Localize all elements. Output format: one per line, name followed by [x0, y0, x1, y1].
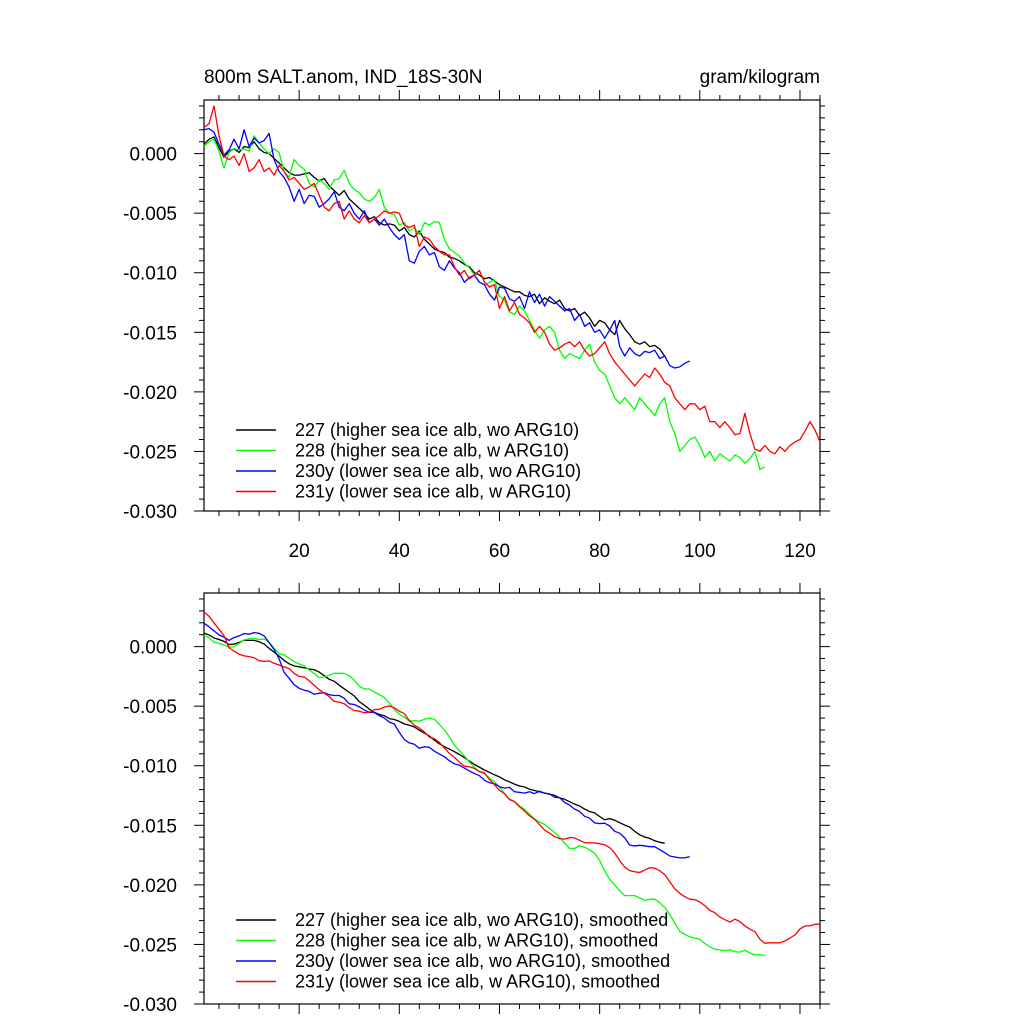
chart-units: gram/kilogram [700, 67, 820, 88]
y-axis-tick-labels: 0.000 -0.005 -0.010 -0.015 -0.020 -0.025 -0.03… [123, 145, 177, 523]
plot-frame [203, 99, 821, 512]
y-tick-label: -0.010 [123, 264, 177, 285]
chart-title: 800m SALT.anom, IND_18S-30N [204, 67, 482, 88]
series-line [203, 634, 766, 957]
y-tick-label: -0.030 [123, 502, 177, 523]
y-tick-label: -0.020 [123, 383, 177, 404]
x-tick-label: 120 [784, 541, 816, 562]
plot-frame [203, 592, 821, 1005]
series-line [203, 622, 690, 859]
raw-series-panel: 800m SALT.anom, IND_18S-30N gram/kilogra… [123, 67, 830, 562]
y-tick-label: -0.030 [123, 995, 177, 1016]
y-tick-label: -0.010 [123, 757, 177, 778]
y-tick-label: -0.020 [123, 876, 177, 897]
y-tick-label: -0.005 [123, 204, 177, 225]
axis-ticks [194, 90, 830, 521]
x-axis-tick-labels: 20 40 60 80 100 120 [289, 541, 816, 562]
series-line [203, 127, 691, 369]
series-line [203, 632, 665, 844]
legend-label: 227 (higher sea ice alb, wo ARG10) [295, 420, 579, 440]
x-tick-label: 60 [489, 541, 510, 562]
y-tick-label: 0.000 [129, 638, 177, 659]
legend-label: 231y (lower sea ice alb, w ARG10), smoot… [295, 972, 660, 992]
y-tick-label: 0.000 [129, 145, 177, 166]
y-tick-label: -0.025 [123, 442, 177, 463]
legend-label: 231y (lower sea ice alb, w ARG10) [295, 482, 571, 502]
series-line [203, 105, 821, 455]
series-line [203, 136, 666, 357]
x-tick-label: 100 [684, 541, 716, 562]
y-tick-label: -0.015 [123, 816, 177, 837]
y-tick-label: -0.025 [123, 935, 177, 956]
x-tick-label: 80 [589, 541, 610, 562]
y-tick-label: -0.015 [123, 323, 177, 344]
y-axis-tick-labels: 0.000 -0.005 -0.010 -0.015 -0.020 -0.025 -0.03… [123, 638, 177, 1016]
smoothed-series-panel: 0.000 -0.005 -0.010 -0.015 -0.020 -0.025 -0.03… [123, 583, 830, 1016]
legend-label: 228 (higher sea ice alb, w ARG10), smoot… [295, 931, 658, 951]
y-tick-label: -0.005 [123, 697, 177, 718]
legend-label: 230y (lower sea ice alb, wo ARG10), smoo… [295, 951, 670, 971]
x-tick-label: 40 [389, 541, 410, 562]
legend: 227 (higher sea ice alb, wo ARG10), smoo… [236, 910, 670, 992]
legend-label: 230y (lower sea ice alb, wo ARG10) [295, 461, 581, 481]
axis-ticks [194, 583, 830, 1014]
series-lines [203, 105, 821, 470]
legend: 227 (higher sea ice alb, wo ARG10)228 (h… [236, 420, 581, 502]
series-line [203, 611, 820, 944]
series-lines [203, 611, 820, 957]
legend-label: 228 (higher sea ice alb, w ARG10) [295, 441, 569, 461]
x-tick-label: 20 [289, 541, 310, 562]
legend-label: 227 (higher sea ice alb, wo ARG10), smoo… [295, 910, 668, 930]
